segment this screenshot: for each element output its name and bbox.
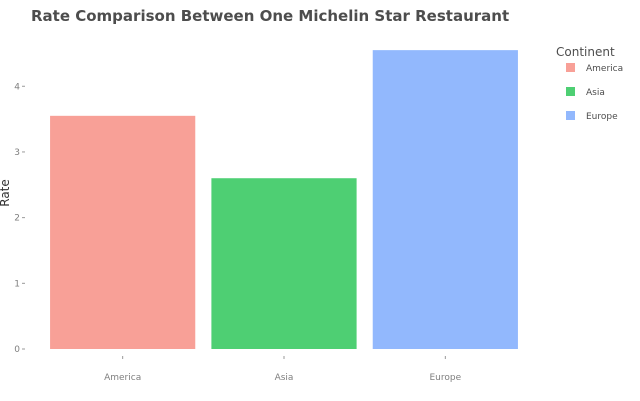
x-tick-label: America — [104, 373, 141, 383]
legend-swatch-europe — [566, 111, 575, 120]
bar-europe — [372, 50, 518, 349]
y-tick-label: 3 — [14, 148, 20, 158]
legend-label-america: America — [586, 64, 623, 74]
legend-swatch-america — [566, 63, 575, 72]
bars — [50, 50, 518, 350]
legend: Continent America Asia Europe — [556, 45, 623, 122]
legend-label-europe: Europe — [586, 112, 618, 122]
x-tick-label: Europe — [430, 373, 462, 383]
y-tick-label: 2 — [14, 214, 20, 224]
x-tick-label: Asia — [275, 373, 294, 383]
y-tick-label: 0 — [14, 345, 20, 355]
x-axis: America Asia Europe — [104, 356, 462, 383]
legend-label-asia: Asia — [586, 88, 605, 98]
bar-asia — [211, 178, 357, 349]
legend-swatch-asia — [566, 87, 575, 96]
y-tick-label: 4 — [14, 82, 20, 92]
legend-title: Continent — [556, 45, 615, 59]
bar-america — [50, 115, 196, 350]
chart-title: Rate Comparison Between One Michelin Sta… — [31, 7, 509, 25]
y-axis-title: Rate — [0, 179, 12, 207]
y-tick-label: 1 — [14, 279, 20, 289]
y-axis: 0 1 2 3 4 — [14, 82, 25, 355]
